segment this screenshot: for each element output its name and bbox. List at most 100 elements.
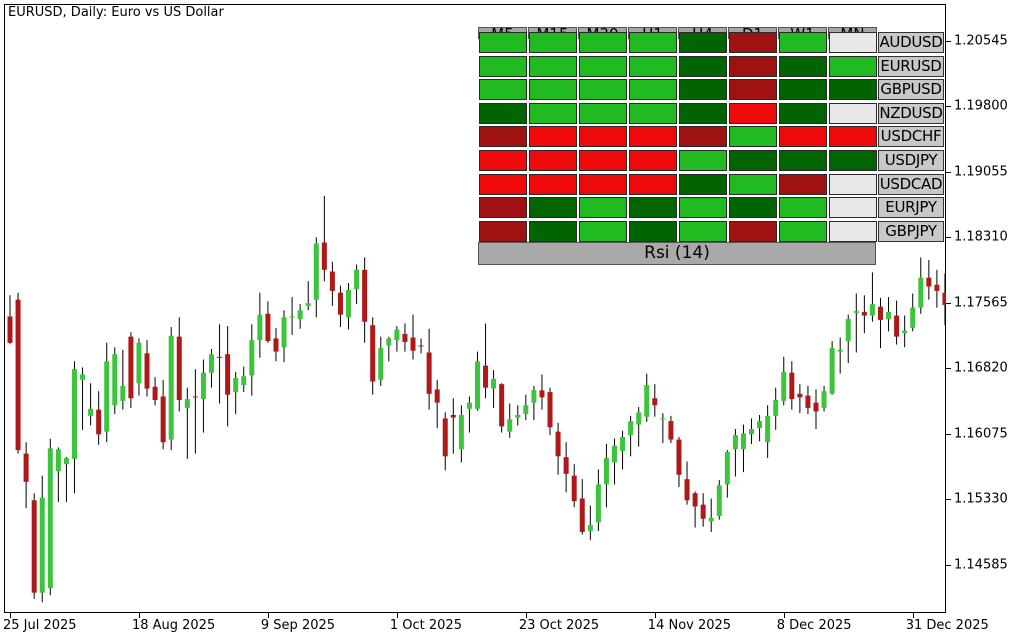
candle-body-bullish (378, 348, 384, 380)
candle-body-bearish (692, 493, 698, 507)
rsi-cell-usdchf-w1 (779, 126, 827, 148)
candle-body-bullish (587, 524, 593, 532)
candle (732, 429, 738, 477)
candle-body-bullish (821, 391, 827, 408)
candle-body-bearish (877, 306, 883, 320)
candle-body-bearish (700, 504, 706, 519)
candle (354, 264, 360, 305)
symbol-label-usdcad[interactable]: USDCAD (878, 173, 944, 195)
candle-body-bullish (595, 484, 601, 523)
candle-body-bearish (797, 393, 803, 398)
candle (781, 356, 787, 406)
symbol-label-eurusd[interactable]: EURUSD (878, 55, 944, 77)
candle-body-bearish (337, 292, 343, 315)
candle-body-bearish (410, 337, 416, 351)
candle-body-bullish (749, 429, 755, 435)
candle-body-bearish (926, 277, 932, 287)
candle (39, 475, 45, 603)
rsi-cell-usdchf-h4 (679, 126, 727, 148)
rsi-cell-audusd-m30 (579, 32, 627, 53)
candle-body-bullish (918, 277, 924, 308)
symbol-label-eurjpy[interactable]: EURJPY (878, 197, 944, 219)
candle (918, 257, 924, 314)
candle (877, 297, 883, 349)
symbol-label-nzdusd[interactable]: NZDUSD (878, 102, 944, 124)
symbol-label-gbpusd[interactable]: GBPUSD (878, 79, 944, 101)
time-tick-label: 1 Oct 2025 (389, 618, 462, 633)
candle-body-bullish (491, 378, 497, 389)
candle (636, 407, 642, 447)
candle (265, 301, 271, 343)
candle (571, 464, 577, 508)
candle-body-bearish (555, 431, 561, 457)
candle-body-bullish (289, 316, 295, 318)
candle-body-bearish (571, 475, 577, 502)
time-tick-mark (525, 613, 527, 618)
candle-body-bearish (426, 352, 432, 394)
rsi-cell-eurusd-m5 (479, 55, 527, 77)
candle-body-bearish (7, 316, 13, 343)
rsi-cell-usdjpy-m15 (529, 150, 577, 171)
candle (531, 385, 537, 421)
time-tick-mark (10, 613, 11, 618)
rsi-cell-usdcad-w1 (779, 173, 827, 195)
symbol-label-audusd[interactable]: AUDUSD (878, 32, 944, 53)
candle-body-bullish (902, 330, 908, 334)
candle-body-bearish (934, 284, 940, 291)
candle-body-bearish (321, 242, 327, 270)
rsi-cell-eurusd-m15 (529, 55, 577, 77)
time-tick-mark (396, 613, 398, 618)
candle-body-bullish (732, 435, 738, 450)
candle (289, 297, 295, 335)
candle (7, 295, 13, 344)
candle-body-bullish (257, 314, 263, 341)
rsi-cell-gbpusd-m5 (479, 79, 527, 101)
candle (660, 413, 666, 444)
candle (523, 394, 529, 421)
symbol-label-usdjpy[interactable]: USDJPY (878, 150, 944, 171)
candle (612, 438, 617, 485)
rsi-cell-usdcad-h1 (629, 173, 677, 195)
candle-body-bearish (539, 390, 545, 398)
price-tick-label: 1.17565 (954, 295, 1008, 311)
rsi-cell-eurusd-m30 (579, 55, 627, 77)
candle (684, 461, 690, 505)
candle-body-bullish (88, 408, 94, 416)
candle (595, 469, 601, 532)
candle (563, 442, 569, 493)
candle (313, 237, 319, 318)
candle-body-bearish (789, 372, 795, 400)
rsi-cell-nzdusd-m15 (529, 102, 577, 124)
time-tick-label: 8 Dec 2025 (776, 618, 852, 633)
candle-body-bullish (765, 415, 771, 443)
candle-body-bearish (265, 313, 271, 342)
price-tick-label: 1.14585 (954, 557, 1008, 573)
candle-body-bullish (612, 445, 617, 463)
candle-body-bullish (249, 340, 255, 376)
candle (434, 379, 440, 429)
rsi-cell-gbpusd-m30 (579, 79, 627, 101)
candle-body-bearish (128, 336, 134, 399)
symbol-label-gbpjpy[interactable]: GBPJPY (878, 220, 944, 242)
candle-body-bullish (507, 419, 513, 432)
rsi-cell-eurusd-mn (829, 55, 877, 77)
chart-title: EURUSD, Daily: Euro vs US Dollar (8, 5, 224, 20)
candle-body-bullish (80, 374, 86, 380)
candle-body-bullish (168, 335, 174, 440)
rsi-cell-eurjpy-d1 (729, 197, 777, 219)
candle-body-bullish (869, 304, 875, 316)
candle-body-bullish (523, 405, 529, 415)
candle-body-bullish (281, 317, 287, 348)
time-tick-mark (654, 613, 656, 618)
candle (853, 293, 859, 353)
candle-body-bearish (652, 398, 658, 406)
symbol-label-usdchf[interactable]: USDCHF (878, 126, 944, 148)
candle (861, 295, 867, 334)
rsi-cell-usdcad-d1 (729, 173, 777, 195)
candle (458, 405, 464, 463)
candle (547, 387, 553, 436)
candle (329, 261, 335, 306)
candle-body-bullish (55, 449, 61, 472)
candle (47, 438, 53, 596)
candle-body-bullish (39, 497, 45, 593)
